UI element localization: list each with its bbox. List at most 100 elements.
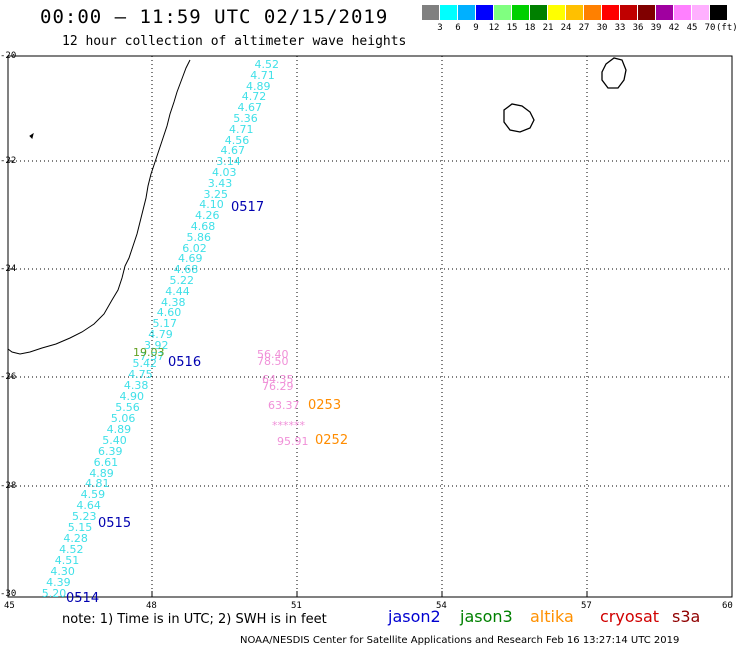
- wave-height-value: 3.25: [203, 187, 229, 201]
- lat-label: -22: [0, 156, 17, 166]
- pass-time-label: 0516: [168, 355, 202, 370]
- wave-height-value: 7.57: [139, 349, 165, 363]
- wave-height-value: 5.42: [132, 357, 158, 370]
- color-scale-swatch: [584, 5, 601, 20]
- wave-height-value: 4.81: [84, 477, 110, 491]
- wave-height-value: 4.79: [148, 328, 173, 341]
- wave-height-value: 5.40: [102, 433, 127, 447]
- wave-height-value: 3.92: [144, 338, 169, 352]
- legend-altika: altika: [530, 607, 574, 626]
- tick-marks: [8, 160, 588, 597]
- lon-label: 54: [436, 601, 447, 611]
- wave-height-value: 4.26: [195, 209, 220, 223]
- wave-height-value: 4.89: [106, 422, 132, 436]
- lon-label: 51: [291, 601, 302, 611]
- wave-height-value: 63.37: [268, 399, 300, 412]
- legend-s3a: s3a: [672, 607, 701, 626]
- wave-height-value: 95.91: [277, 435, 309, 448]
- color-scale-swatch: [602, 5, 619, 20]
- color-scale-unit: (ft): [716, 23, 738, 33]
- wave-height-value: 4.38: [123, 378, 149, 392]
- color-scale-swatch: [674, 5, 691, 20]
- pass-time-label: 0517: [231, 200, 265, 215]
- color-scale-label: 15: [506, 23, 518, 33]
- color-scale-swatch: [692, 5, 709, 20]
- wave-height-value: 4.52: [254, 58, 280, 71]
- color-scale-swatch: [422, 5, 439, 20]
- lat-label: -26: [0, 372, 17, 382]
- color-scale-swatch: [530, 5, 547, 20]
- wave-height-value: 4.90: [119, 389, 145, 403]
- color-scale-swatch: [656, 5, 673, 20]
- footer-credit: NOAA/NESDIS Center for Satellite Applica…: [240, 635, 680, 646]
- wave-height-value: ******: [272, 419, 305, 432]
- wave-height-value: 4.68: [173, 263, 199, 277]
- wave-height-value: 4.51: [54, 554, 80, 568]
- wave-height-value: 4.69: [178, 252, 203, 266]
- color-scale-swatch: [440, 5, 457, 20]
- color-scale-swatch: [710, 5, 727, 20]
- color-scale-label: 45: [686, 23, 698, 33]
- pass-time-label: 0252: [315, 433, 349, 448]
- wave-height-value: 5.56: [115, 400, 140, 414]
- color-scale-swatch: [458, 5, 475, 20]
- color-scale-label: 12: [488, 23, 500, 33]
- wave-height-value: 6.61: [93, 455, 119, 469]
- wave-height-value: 5.86: [186, 230, 212, 244]
- color-scale-swatch: [638, 5, 655, 20]
- map-title: 00:00 – 11:59 UTC 02/15/2019: [40, 6, 389, 28]
- lat-label: -28: [0, 481, 17, 491]
- wave-height-value: 4.64: [76, 499, 101, 513]
- color-scale-label: 18: [524, 23, 536, 33]
- wave-height-value: 6.39: [97, 444, 123, 458]
- lon-label: 45: [4, 601, 15, 611]
- wave-height-value: 78.50: [257, 355, 289, 368]
- legend-jason3: jason3: [460, 607, 513, 626]
- map-frame: [7, 55, 733, 598]
- color-scale-label: 36: [632, 23, 644, 33]
- wave-height-value: 4.44: [165, 284, 190, 298]
- color-scale-label: 30: [596, 23, 608, 33]
- wave-height-value: 4.71: [250, 68, 275, 82]
- wave-height-value: 4.10: [199, 198, 224, 212]
- color-scale-label: 33: [614, 23, 626, 33]
- mauritius-island: [503, 103, 535, 133]
- wave-height-value: 4.67: [237, 101, 263, 115]
- wave-height-value: 4.56: [224, 133, 250, 147]
- color-scale-swatch: [476, 5, 493, 20]
- wave-height-value: 5.36: [233, 112, 258, 125]
- wave-height-value: 5.23: [72, 510, 97, 524]
- jason3-wave-height: 19.03: [133, 346, 165, 359]
- wave-height-value: 3.14: [216, 155, 241, 169]
- color-scale-swatch: [566, 5, 583, 20]
- wave-height-value: 4.68: [190, 220, 216, 233]
- legend-jason2: jason2: [388, 607, 441, 626]
- wave-height-value: 64.35: [262, 373, 294, 386]
- madagascar-coastline: [7, 59, 191, 355]
- color-scale-label: 6: [455, 23, 461, 33]
- footer-note: note: 1) Time is in UTC; 2) SWH is in fe…: [62, 612, 327, 627]
- pass-time-label: 0514: [66, 591, 100, 606]
- wave-height-value: 4.89: [89, 466, 114, 480]
- color-scale-swatch: [512, 5, 529, 20]
- wave-height-value: 5.20: [41, 586, 67, 600]
- lon-label: 60: [722, 601, 733, 611]
- lon-label: 57: [581, 601, 592, 611]
- wave-height-value: 5.17: [152, 317, 178, 331]
- color-scale-label: 39: [650, 23, 662, 33]
- color-scale-swatch: [548, 5, 565, 20]
- color-scale-swatch: [620, 5, 637, 20]
- lat-label: -24: [0, 264, 17, 274]
- color-scale-label: 70: [704, 23, 716, 33]
- wave-height-value: 4.67: [220, 144, 246, 158]
- wave-height-value: 3.43: [207, 176, 233, 190]
- color-scale-label: 42: [668, 23, 680, 33]
- color-scale-label: 21: [542, 23, 554, 33]
- wave-height-value: 4.60: [156, 306, 182, 320]
- wave-height-value: 4.38: [161, 295, 186, 309]
- wave-height-value: 4.28: [63, 532, 88, 546]
- wave-height-value: 4.03: [212, 166, 237, 179]
- wave-height-value: 76.29: [262, 380, 294, 393]
- wave-height-value: 4.30: [50, 565, 75, 579]
